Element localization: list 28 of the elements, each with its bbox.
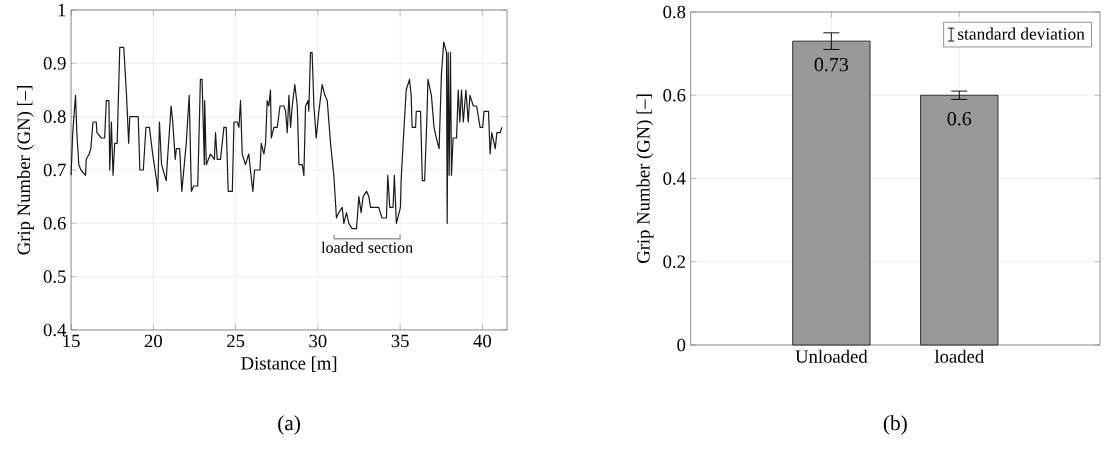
data-label: 0.73 [814,57,849,72]
x-tick-label: loaded [934,349,984,363]
x-tick-label: 30 [309,334,327,348]
y-tick-label: 0.6 [663,88,686,102]
x-tick-label: 35 [391,334,409,348]
y-tick-label: 0.5 [43,270,66,283]
y-tick-label: 0 [677,338,686,352]
y-tick-label: 1 [58,3,66,17]
x-tick-label: Unloaded [795,349,868,363]
x-tick-label: 25 [227,334,245,348]
text: (a) [278,415,300,435]
y-tick-label: 0.9 [43,56,66,70]
y-axis-title: Grip Number (GN) [–] [636,94,654,263]
text: standard deviation [958,27,1085,40]
y-tick-label: 0.8 [43,110,66,124]
y-axis-title: Grip Number (GN) [–] [16,86,34,255]
x-tick-label: 40 [473,334,492,348]
y-tick-label: 0.6 [43,216,66,230]
line-series [70,41,503,230]
y-tick-label: 0.2 [663,255,685,269]
y-tick-label: 0.8 [663,5,686,19]
x-axis-title: Distance [m] [241,356,337,372]
y-tick-label: 0.7 [43,163,66,177]
y-tick-label: 0.4 [663,172,686,185]
x-tick-label: 20 [144,334,162,348]
text: (b) [883,415,907,435]
data-label: 0.6 [947,111,972,126]
annotation: loaded section [321,241,413,253]
